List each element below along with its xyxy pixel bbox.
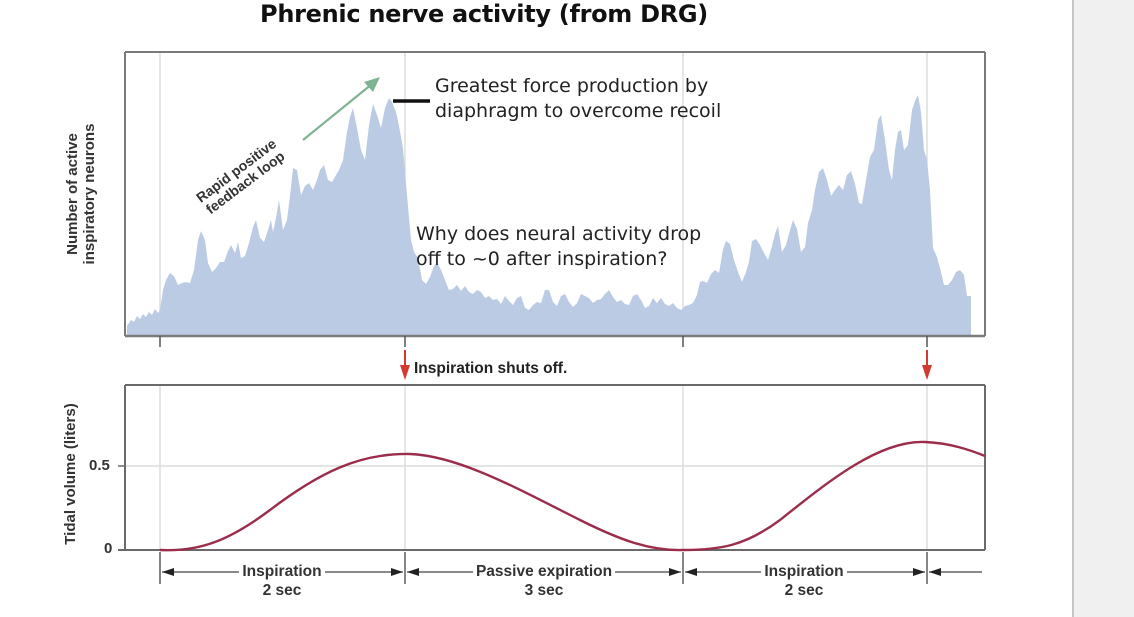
top-ylabel-line2: inspiratory neurons	[81, 123, 98, 265]
question-line1: Why does neural activity drop	[416, 223, 702, 245]
phase-inspiration-2: Inspiration 2 sec	[744, 562, 864, 600]
phase-duration: 3 sec	[524, 582, 564, 599]
question-note: Why does neural activity drop off to ~0 …	[416, 222, 701, 272]
side-panel	[1074, 0, 1134, 617]
slide-title: Phrenic nerve activity (from DRG)	[260, 0, 708, 28]
top-ylabel: Number of active inspiratory neurons	[64, 104, 100, 284]
peak-note-line1: Greatest force production by	[435, 75, 709, 97]
bottom-ylabel: Tidal volume (liters)	[62, 403, 79, 545]
slide-canvas: Phrenic nerve activity (from DRG)	[62, 0, 986, 600]
phase-name: Inspiration	[761, 562, 847, 581]
neural-activity-chart	[124, 51, 986, 347]
neural-activity-area	[127, 95, 971, 335]
ytick-0: 0	[104, 540, 113, 557]
phase-name: Inspiration	[239, 562, 325, 581]
peak-force-note: Greatest force production by diaphragm t…	[435, 74, 721, 124]
panel-divider[interactable]	[1072, 0, 1074, 617]
phase-duration: 2 sec	[262, 582, 302, 599]
shutoff-arrow-icon-2	[922, 350, 932, 380]
top-ylabel-line1: Number of active	[64, 133, 81, 255]
inspiration-shutoff-label: Inspiration shuts off.	[414, 360, 568, 377]
question-line2: off to ~0 after inspiration?	[416, 248, 668, 270]
feedback-arrow-icon	[302, 77, 380, 141]
phase-inspiration-1: Inspiration 2 sec	[222, 562, 342, 600]
ytick-0-5: 0.5	[89, 457, 110, 474]
shutoff-arrow-icon	[400, 350, 410, 380]
phase-passive-expiration: Passive expiration 3 sec	[454, 562, 634, 600]
phase-name: Passive expiration	[472, 562, 616, 581]
tidal-volume-chart	[118, 384, 986, 584]
tidal-volume-line	[159, 440, 986, 552]
diagram-graphics	[118, 51, 986, 584]
peak-note-line2: diaphragm to overcome recoil	[435, 100, 722, 122]
phase-duration: 2 sec	[784, 582, 824, 599]
